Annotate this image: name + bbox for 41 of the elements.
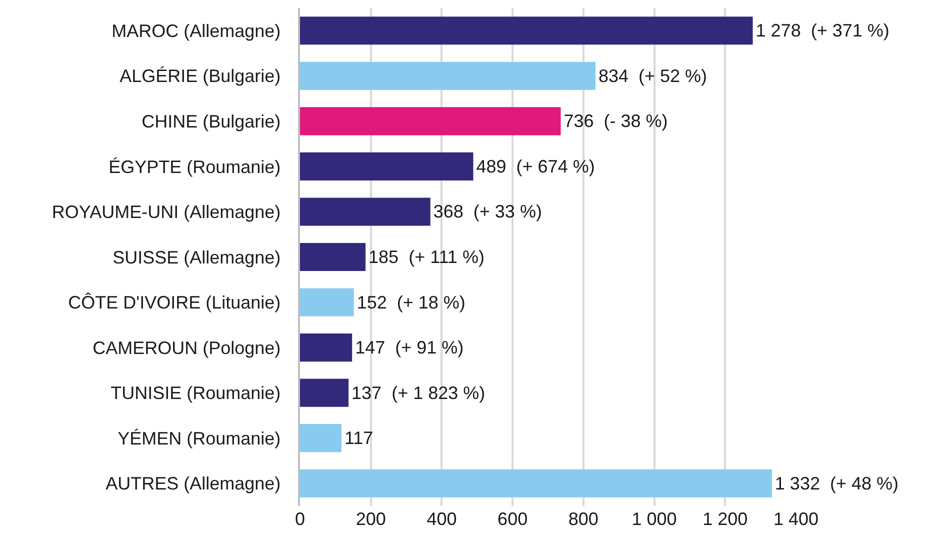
data-label: 147 (+ 91 %) [355, 338, 464, 358]
y-tick-label: YÉMEN (Roumanie) [118, 428, 281, 448]
x-tick-label: 0 [294, 509, 306, 529]
y-tick-label: CÔTE D'IVOIRE (Lituanie) [68, 292, 281, 313]
bar [300, 469, 772, 498]
data-label: 736 (- 38 %) [564, 111, 668, 132]
bar [300, 198, 430, 226]
data-label: 834 (+ 52 %) [598, 66, 708, 86]
bar [300, 107, 561, 136]
bar [300, 242, 366, 272]
data-label: 1 332 (+ 48 %) [774, 473, 898, 494]
bar [300, 152, 474, 180]
data-label: 185 (+ 111 %) [368, 247, 484, 267]
x-tick-label: 1 000 [632, 509, 677, 529]
bar [300, 378, 349, 407]
bar [300, 62, 596, 90]
y-tick-label: AUTRES (Allemagne) [106, 474, 281, 494]
data-label: 1 278 (+ 371 %) [756, 20, 890, 41]
y-tick-label: ÉGYPTE (Roumanie) [108, 156, 281, 177]
y-tick-label: MAROC (Allemagne) [112, 20, 281, 41]
x-tick-label: 1 200 [702, 509, 748, 529]
data-label: 152 (+ 18 %) [356, 292, 466, 312]
x-tick-label: 1 400 [773, 509, 819, 529]
y-tick-label: ALGÉRIE (Bulgarie) [120, 66, 281, 86]
y-tick-label: TUNISIE (Roumanie) [110, 383, 281, 404]
data-label: 117 [344, 428, 374, 448]
data-label: 137 (+ 1 823 %) [352, 382, 486, 403]
x-tick-label: 200 [356, 509, 386, 529]
bar [300, 16, 753, 45]
data-label: 368 (+ 33 %) [433, 202, 542, 222]
y-tick-label: SUISSE (Allemagne) [112, 247, 281, 268]
bar [300, 334, 352, 362]
bar [300, 288, 354, 316]
y-tick-label: ROYAUME-UNI (Allemagne) [52, 202, 281, 222]
x-tick-label: 800 [568, 509, 598, 529]
x-tick-label: 600 [498, 509, 528, 529]
data-label: 489 (+ 674 %) [476, 156, 595, 176]
y-tick-label: CHINE (Bulgarie) [142, 111, 281, 132]
bar [300, 424, 342, 452]
y-tick-label: CAMEROUN (Pologne) [92, 338, 281, 358]
x-tick-label: 400 [426, 509, 457, 529]
